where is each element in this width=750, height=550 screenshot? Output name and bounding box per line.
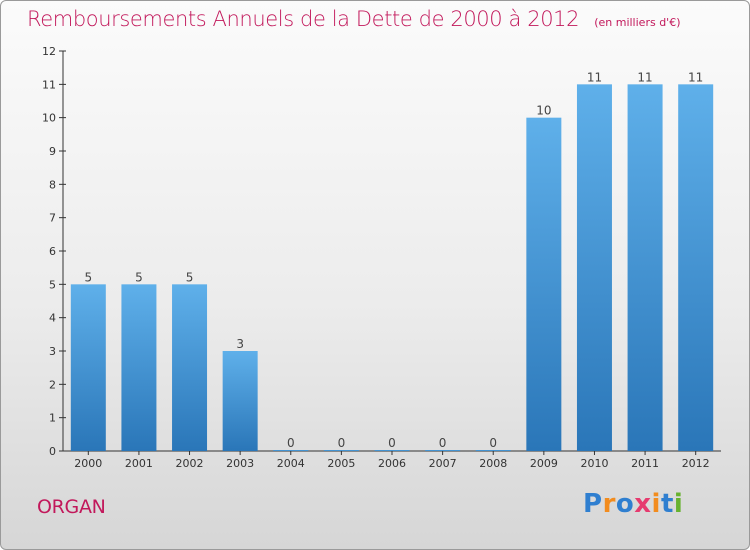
- bar: [323, 450, 359, 451]
- bar-value-label: 0: [388, 436, 396, 450]
- bar: [172, 284, 208, 451]
- y-tick-label: 5: [49, 278, 56, 291]
- bar: [576, 84, 612, 451]
- x-tick-label: 2001: [125, 457, 153, 470]
- commune-name: ORGAN: [37, 496, 106, 518]
- bar: [475, 450, 511, 451]
- logo-letter: t: [660, 489, 674, 519]
- y-tick-label: 11: [42, 78, 56, 91]
- y-tick-label: 12: [42, 45, 56, 58]
- x-tick-label: 2007: [429, 457, 457, 470]
- logo-letter: P: [583, 489, 603, 519]
- bar: [678, 84, 714, 451]
- bar: [70, 284, 106, 451]
- chart-title: Remboursements Annuels de la Dette de 20…: [27, 7, 580, 31]
- bar-value-label: 11: [688, 70, 703, 84]
- chart-subtitle: (en milliers d'€): [594, 16, 681, 29]
- y-tick-label: 3: [49, 345, 56, 358]
- bar: [425, 450, 461, 451]
- y-tick-label: 9: [49, 145, 56, 158]
- bar-value-label: 11: [637, 70, 652, 84]
- bar-value-label: 5: [186, 270, 194, 284]
- bar-value-label: 11: [587, 70, 602, 84]
- bar-value-label: 10: [536, 104, 551, 118]
- bar: [374, 450, 410, 451]
- bar-value-label: 0: [338, 436, 346, 450]
- y-tick-label: 7: [49, 212, 56, 225]
- bar-value-label: 3: [236, 337, 244, 351]
- bar: [121, 284, 157, 451]
- bar-value-label: 0: [489, 436, 497, 450]
- bar: [526, 117, 562, 452]
- x-tick-label: 2010: [580, 457, 608, 470]
- logo-letter: i: [673, 489, 684, 519]
- y-tick-label: 4: [49, 312, 56, 325]
- bar: [222, 351, 258, 451]
- x-tick-label: 2008: [479, 457, 507, 470]
- title-row: Remboursements Annuels de la Dette de 20…: [27, 7, 680, 31]
- bar-value-label: 5: [84, 270, 92, 284]
- y-tick-label: 1: [49, 412, 56, 425]
- y-tick-label: 8: [49, 178, 56, 191]
- x-tick-label: 2006: [378, 457, 406, 470]
- bar-value-label: 0: [287, 436, 295, 450]
- bar-value-label: 5: [135, 270, 143, 284]
- x-tick-label: 2009: [530, 457, 558, 470]
- x-tick-label: 2002: [176, 457, 204, 470]
- y-tick-label: 6: [49, 245, 56, 258]
- x-tick-label: 2012: [682, 457, 710, 470]
- y-tick-label: 2: [49, 378, 56, 391]
- logo-letter: x: [634, 489, 652, 519]
- x-tick-label: 2000: [74, 457, 102, 470]
- x-tick-label: 2011: [631, 457, 659, 470]
- proxiti-logo: Proxiti: [583, 489, 683, 519]
- x-tick-label: 2005: [327, 457, 355, 470]
- x-tick-label: 2004: [277, 457, 305, 470]
- y-tick-label: 0: [49, 445, 56, 458]
- x-tick-label: 2003: [226, 457, 254, 470]
- bar: [273, 450, 309, 451]
- y-tick-label: 10: [42, 112, 56, 125]
- logo-letter: o: [615, 489, 635, 519]
- logo-letter: r: [602, 489, 616, 519]
- logo-letter: i: [651, 489, 661, 519]
- bar-value-label: 0: [439, 436, 447, 450]
- bar: [627, 84, 663, 451]
